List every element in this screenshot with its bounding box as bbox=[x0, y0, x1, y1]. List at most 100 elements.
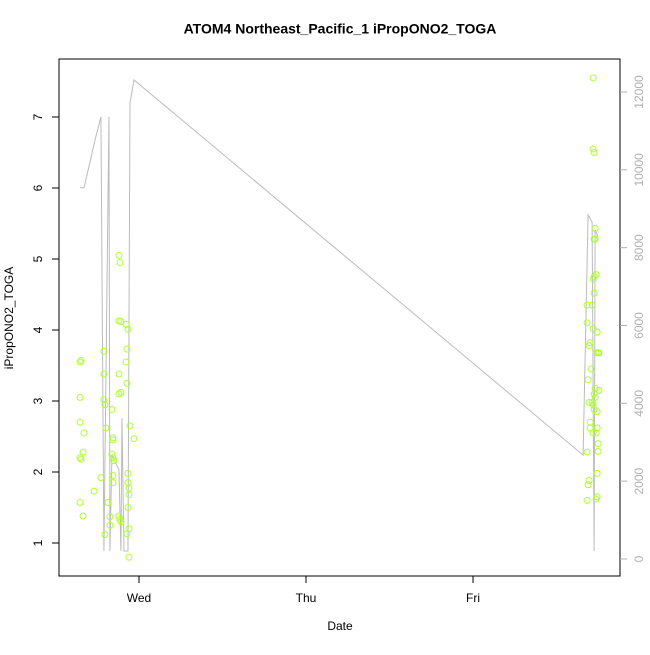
data-point bbox=[125, 553, 133, 561]
data-point bbox=[104, 499, 112, 507]
data-point bbox=[583, 319, 591, 327]
x-tick-label: Wed bbox=[127, 591, 151, 605]
plot-frame bbox=[58, 58, 621, 577]
data-point bbox=[589, 401, 597, 409]
data-point bbox=[122, 358, 130, 366]
data-point bbox=[594, 440, 602, 448]
y-axis-label: iPropONO2_TOGA bbox=[2, 267, 16, 369]
data-point bbox=[76, 499, 84, 507]
data-point bbox=[595, 386, 603, 394]
y2-tick-label: 10000 bbox=[632, 153, 646, 187]
data-point bbox=[593, 424, 601, 432]
data-point bbox=[106, 513, 114, 521]
data-point bbox=[79, 512, 87, 520]
data-point bbox=[592, 495, 600, 503]
data-point bbox=[123, 379, 131, 387]
data-point bbox=[589, 74, 597, 82]
data-point bbox=[587, 365, 595, 373]
data-point bbox=[593, 328, 601, 336]
data-point bbox=[592, 349, 600, 357]
y2-tick-label: 6000 bbox=[632, 312, 646, 339]
data-point bbox=[585, 398, 593, 406]
y-tick-label: 4 bbox=[31, 326, 45, 333]
y-tick-label: 2 bbox=[31, 468, 45, 475]
data-point bbox=[79, 448, 87, 456]
data-point bbox=[583, 496, 591, 504]
data-point bbox=[109, 479, 117, 487]
data-point bbox=[100, 396, 108, 404]
data-point bbox=[584, 376, 592, 384]
data-point bbox=[595, 349, 603, 357]
y-tick-label: 6 bbox=[31, 184, 45, 191]
data-point bbox=[100, 347, 108, 355]
chart-title: ATOM4 Northeast_Pacific_1 iPropONO2_TOGA bbox=[184, 21, 497, 37]
data-point bbox=[592, 271, 600, 279]
data-point bbox=[592, 429, 600, 437]
data-point bbox=[76, 358, 84, 366]
data-point bbox=[583, 448, 591, 456]
data-point bbox=[123, 530, 131, 538]
data-point bbox=[115, 251, 123, 259]
data-point bbox=[117, 388, 125, 396]
data-point bbox=[115, 390, 123, 398]
data-point bbox=[76, 393, 84, 401]
data-point bbox=[124, 503, 132, 511]
data-point bbox=[126, 422, 134, 430]
data-point bbox=[102, 424, 110, 432]
data-point bbox=[585, 342, 593, 350]
data-point bbox=[591, 384, 599, 392]
data-point bbox=[591, 393, 599, 401]
data-point bbox=[590, 149, 598, 157]
data-point bbox=[80, 429, 88, 437]
data-point bbox=[115, 370, 123, 378]
data-point bbox=[77, 455, 85, 463]
y-tick-label: 1 bbox=[31, 539, 45, 546]
data-point bbox=[97, 474, 105, 482]
data-point bbox=[590, 289, 598, 297]
data-point bbox=[109, 436, 117, 444]
data-point bbox=[116, 259, 124, 267]
x-axis-label: Date bbox=[327, 619, 353, 633]
data-point bbox=[586, 424, 594, 432]
data-point bbox=[589, 145, 597, 153]
y-tick-label: 3 bbox=[31, 397, 45, 404]
data-point bbox=[108, 406, 116, 414]
data-point bbox=[593, 408, 601, 416]
x-tick-label: Thu bbox=[296, 591, 317, 605]
altitude-line bbox=[80, 78, 599, 552]
data-point bbox=[108, 450, 116, 458]
y2-tick-label: 12000 bbox=[632, 75, 646, 109]
data-point bbox=[76, 454, 84, 462]
data-point bbox=[116, 516, 124, 524]
data-point bbox=[584, 481, 592, 489]
data-point bbox=[124, 469, 132, 477]
data-point bbox=[594, 447, 602, 455]
y-tick-label: 5 bbox=[31, 255, 45, 262]
y2-tick-label: 8000 bbox=[632, 234, 646, 261]
data-point bbox=[589, 325, 597, 333]
data-point bbox=[593, 469, 601, 477]
data-point bbox=[590, 273, 598, 281]
y-tick-label: 7 bbox=[31, 113, 45, 120]
data-point bbox=[591, 235, 599, 243]
data-point bbox=[109, 472, 117, 480]
data-point bbox=[77, 357, 85, 365]
y2-tick-label: 4000 bbox=[632, 390, 646, 417]
data-point bbox=[101, 401, 109, 409]
y2-tick-label: 2000 bbox=[632, 467, 646, 494]
data-point bbox=[583, 301, 591, 309]
data-point bbox=[585, 477, 593, 485]
data-point bbox=[588, 301, 596, 309]
data-point bbox=[589, 429, 597, 437]
data-point bbox=[124, 325, 132, 333]
data-point bbox=[106, 521, 114, 529]
data-point bbox=[109, 434, 117, 442]
y2-tick-label: 0 bbox=[632, 555, 646, 562]
data-point bbox=[123, 345, 131, 353]
data-point bbox=[110, 457, 118, 465]
data-point bbox=[101, 530, 109, 538]
data-point bbox=[76, 418, 84, 426]
data-point bbox=[125, 491, 133, 499]
